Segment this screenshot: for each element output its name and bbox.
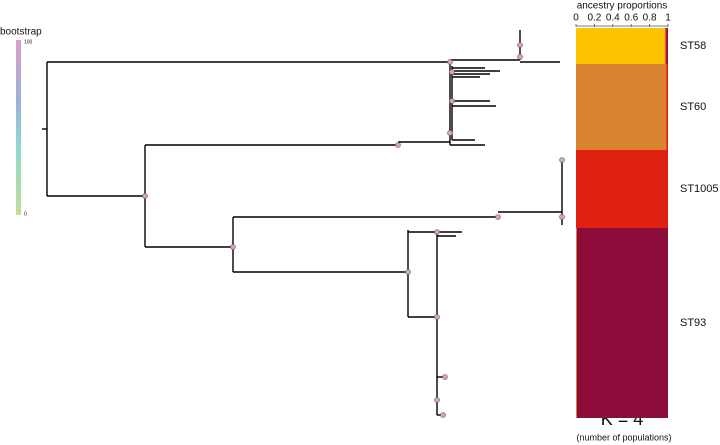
- x-tick-label: 0: [573, 13, 579, 24]
- ancestry-segment: [576, 64, 667, 150]
- x-tick-label: 0.6: [624, 13, 638, 24]
- x-tick-label: 0.4: [606, 13, 620, 24]
- annotation-note: (number of populations): [576, 432, 671, 442]
- x-tick-label: 0.8: [643, 13, 657, 24]
- x-tick-label: 0.2: [587, 13, 601, 24]
- group-label: ST58: [680, 40, 706, 52]
- x-tick-label: 1: [665, 13, 671, 24]
- ancestry-segment: [576, 228, 577, 418]
- ancestry-segment: [665, 28, 667, 64]
- group-label: ST93: [680, 317, 706, 329]
- group-label: ST1005: [680, 183, 719, 195]
- colorbar-title: bootstrap: [0, 27, 42, 38]
- ancestry-segment: [576, 228, 668, 418]
- group-label: ST60: [680, 101, 706, 113]
- colorbar: [16, 40, 21, 215]
- ancestry-segment: [666, 28, 668, 64]
- ancestry-segment: [666, 64, 668, 150]
- colorbar-tick: 0: [24, 211, 27, 217]
- ancestry-segment: [576, 28, 666, 64]
- phylogenetic-tree: [42, 30, 565, 418]
- axis-title: ancestry proportions: [577, 1, 668, 12]
- ancestry-segment: [576, 150, 668, 228]
- colorbar-tick: 100: [24, 39, 33, 45]
